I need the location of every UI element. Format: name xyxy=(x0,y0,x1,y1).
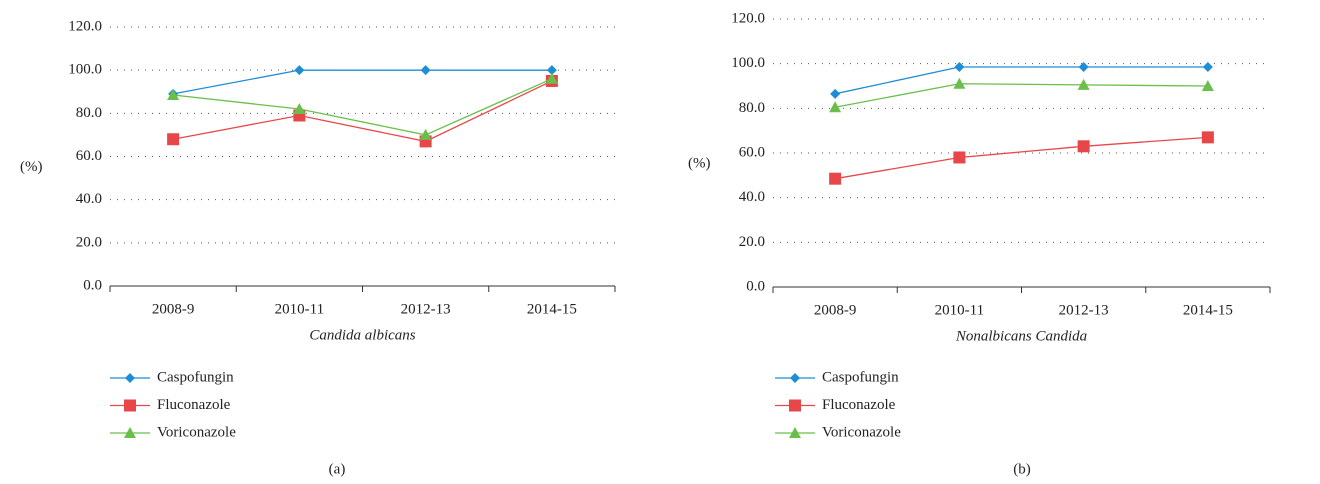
marker xyxy=(167,88,180,100)
x-tick-label: 2010-11 xyxy=(935,302,984,318)
marker xyxy=(953,151,966,164)
marker xyxy=(124,399,136,412)
y-tick-label: 120.0 xyxy=(68,18,102,34)
marker xyxy=(1201,80,1214,91)
x-axis-label: Candida albicans xyxy=(309,327,415,343)
y-axis-label: (%) xyxy=(688,155,711,171)
marker xyxy=(293,103,306,115)
marker xyxy=(1202,62,1213,73)
series-line xyxy=(173,78,553,136)
y-tick-label: 60.0 xyxy=(739,144,765,160)
series-line xyxy=(173,80,553,143)
marker xyxy=(167,133,180,146)
y-tick-label: 60.0 xyxy=(76,148,102,164)
series-line xyxy=(173,69,552,95)
y-axis-label: (%) xyxy=(20,159,43,175)
series-line xyxy=(834,66,1208,95)
legend-label: Fluconazole xyxy=(157,397,231,413)
y-tick-label: 0.0 xyxy=(746,278,765,294)
x-tick-label: 2014-15 xyxy=(1183,302,1233,318)
legend-label: Caspofungin xyxy=(822,369,899,385)
marker xyxy=(789,399,801,412)
y-tick-label: 20.0 xyxy=(739,234,765,250)
marker xyxy=(419,128,432,140)
marker xyxy=(953,77,966,89)
y-tick-label: 0.0 xyxy=(83,277,102,293)
marker xyxy=(790,373,800,383)
marker xyxy=(546,65,557,76)
marker xyxy=(1077,78,1090,90)
x-tick-label: 2008-9 xyxy=(814,302,857,318)
marker xyxy=(1078,62,1089,73)
y-tick-label: 40.0 xyxy=(739,189,765,205)
series-line xyxy=(835,136,1208,180)
marker xyxy=(125,373,135,383)
x-axis-label: Nonalbicans Candida xyxy=(955,328,1087,344)
x-tick-label: 2012-13 xyxy=(401,301,451,317)
x-tick-label: 2012-13 xyxy=(1059,302,1109,318)
marker xyxy=(829,101,842,113)
caption: (b) xyxy=(1013,461,1031,477)
marker xyxy=(830,88,841,99)
marker xyxy=(545,72,558,84)
marker xyxy=(294,65,305,76)
caption: (a) xyxy=(329,461,346,477)
marker xyxy=(124,427,136,438)
x-tick-label: 2014-15 xyxy=(527,301,577,317)
legend-label: Voriconazole xyxy=(157,424,236,440)
y-tick-label: 20.0 xyxy=(76,234,102,250)
y-tick-label: 40.0 xyxy=(76,191,102,207)
marker xyxy=(954,62,965,73)
x-tick-label: 2008-9 xyxy=(152,301,195,317)
y-tick-label: 120.0 xyxy=(731,10,765,26)
marker xyxy=(420,65,431,76)
marker xyxy=(1201,131,1214,144)
y-tick-label: 80.0 xyxy=(76,105,102,121)
y-tick-label: 100.0 xyxy=(731,55,765,71)
legend-label: Caspofungin xyxy=(157,369,234,385)
legend-label: Fluconazole xyxy=(822,397,896,413)
x-tick-label: 2010-11 xyxy=(275,301,324,317)
marker xyxy=(1077,140,1090,153)
legend-label: Voriconazole xyxy=(822,424,901,440)
marker xyxy=(829,172,842,185)
marker xyxy=(789,427,801,438)
series-line xyxy=(835,83,1208,108)
y-tick-label: 100.0 xyxy=(68,62,102,78)
y-tick-label: 80.0 xyxy=(739,100,765,116)
